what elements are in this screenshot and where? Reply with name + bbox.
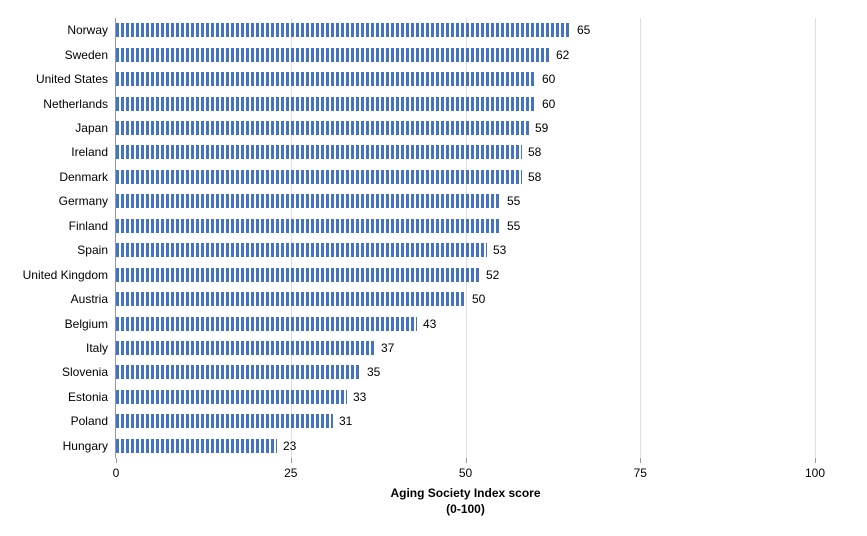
y-axis-label: Italy [86,341,108,355]
bar-row: Italy37 [116,336,815,360]
bar: 52 [116,268,480,282]
bar: 35 [116,365,361,379]
x-tick-label: 75 [634,466,647,480]
bar: 43 [116,317,417,331]
bar-value-label: 31 [339,414,352,428]
x-tick [640,458,641,463]
bar: 55 [116,194,501,208]
bar-value-label: 33 [353,390,366,404]
y-axis-label: Austria [71,292,108,306]
x-tick-label: 100 [805,466,825,480]
y-axis-label: Japan [75,121,108,135]
gridline [815,18,816,458]
bar-row: Slovenia35 [116,360,815,384]
bar: 65 [116,23,571,37]
bar: 33 [116,390,347,404]
y-axis-label: Hungary [63,439,108,453]
bar-value-label: 58 [528,145,541,159]
bar: 58 [116,145,522,159]
bar: 53 [116,243,487,257]
bar-value-label: 50 [472,292,485,306]
bar-row: Spain53 [116,238,815,262]
plot-area: Aging Society Index score (0-100) 025507… [115,18,815,458]
bar-row: Finland55 [116,214,815,238]
x-axis-title: Aging Society Index score (0-100) [390,486,540,517]
bar-row: Estonia33 [116,385,815,409]
x-tick [116,458,117,463]
y-axis-label: Estonia [68,390,108,404]
bar-row: Netherlands60 [116,91,815,115]
bar-row: Germany55 [116,189,815,213]
bar-value-label: 65 [577,23,590,37]
bar-value-label: 35 [367,365,380,379]
bar-row: Ireland58 [116,140,815,164]
x-axis-title-line2: (0-100) [446,502,485,516]
bar-row: Japan59 [116,116,815,140]
bar-row: Belgium43 [116,311,815,335]
bar: 23 [116,439,277,453]
bar: 55 [116,219,501,233]
y-axis-label: Denmark [59,170,108,184]
bar-value-label: 52 [486,268,499,282]
bar-value-label: 58 [528,170,541,184]
y-axis-label: Belgium [65,317,108,331]
x-tick-label: 50 [459,466,472,480]
bar-value-label: 55 [507,219,520,233]
bar-value-label: 37 [381,341,394,355]
x-tick [291,458,292,463]
bar: 60 [116,97,536,111]
bar-value-label: 60 [542,72,555,86]
bar-row: Sweden62 [116,42,815,66]
bar-row: Austria50 [116,287,815,311]
bar: 59 [116,121,529,135]
bar: 37 [116,341,375,355]
y-axis-label: United Kingdom [23,268,108,282]
y-axis-label: Germany [59,194,108,208]
bar-value-label: 43 [423,317,436,331]
bar: 62 [116,48,550,62]
y-axis-label: Poland [71,414,108,428]
bar-row: Norway65 [116,18,815,42]
bar-value-label: 53 [493,243,506,257]
y-axis-label: United States [36,72,108,86]
y-axis-label: Slovenia [62,365,108,379]
y-axis-label: Norway [67,23,108,37]
bar-value-label: 55 [507,194,520,208]
y-axis-label: Sweden [65,48,108,62]
y-axis-label: Finland [69,219,108,233]
chart-container: Aging Society Index score (0-100) 0 25 50 7… [0,0,867,536]
bar-row: Hungary23 [116,434,815,458]
x-tick-label: 0 [113,466,120,480]
y-axis-label: Ireland [71,145,108,159]
bar: 60 [116,72,536,86]
x-tick-label: 25 [284,466,297,480]
bar: 58 [116,170,522,184]
bar-row: United States60 [116,67,815,91]
bar-row: Denmark58 [116,165,815,189]
x-axis-title-line1: Aging Society Index score [390,486,540,500]
bar-value-label: 60 [542,97,555,111]
bar-value-label: 23 [283,439,296,453]
bar-value-label: 59 [535,121,548,135]
bar-row: United Kingdom52 [116,262,815,286]
y-axis-label: Netherlands [43,97,108,111]
y-axis-label: Spain [77,243,108,257]
x-tick [466,458,467,463]
bar-value-label: 62 [556,48,569,62]
bar-row: Poland31 [116,409,815,433]
bar: 50 [116,292,466,306]
bar: 31 [116,414,333,428]
x-tick [815,458,816,463]
